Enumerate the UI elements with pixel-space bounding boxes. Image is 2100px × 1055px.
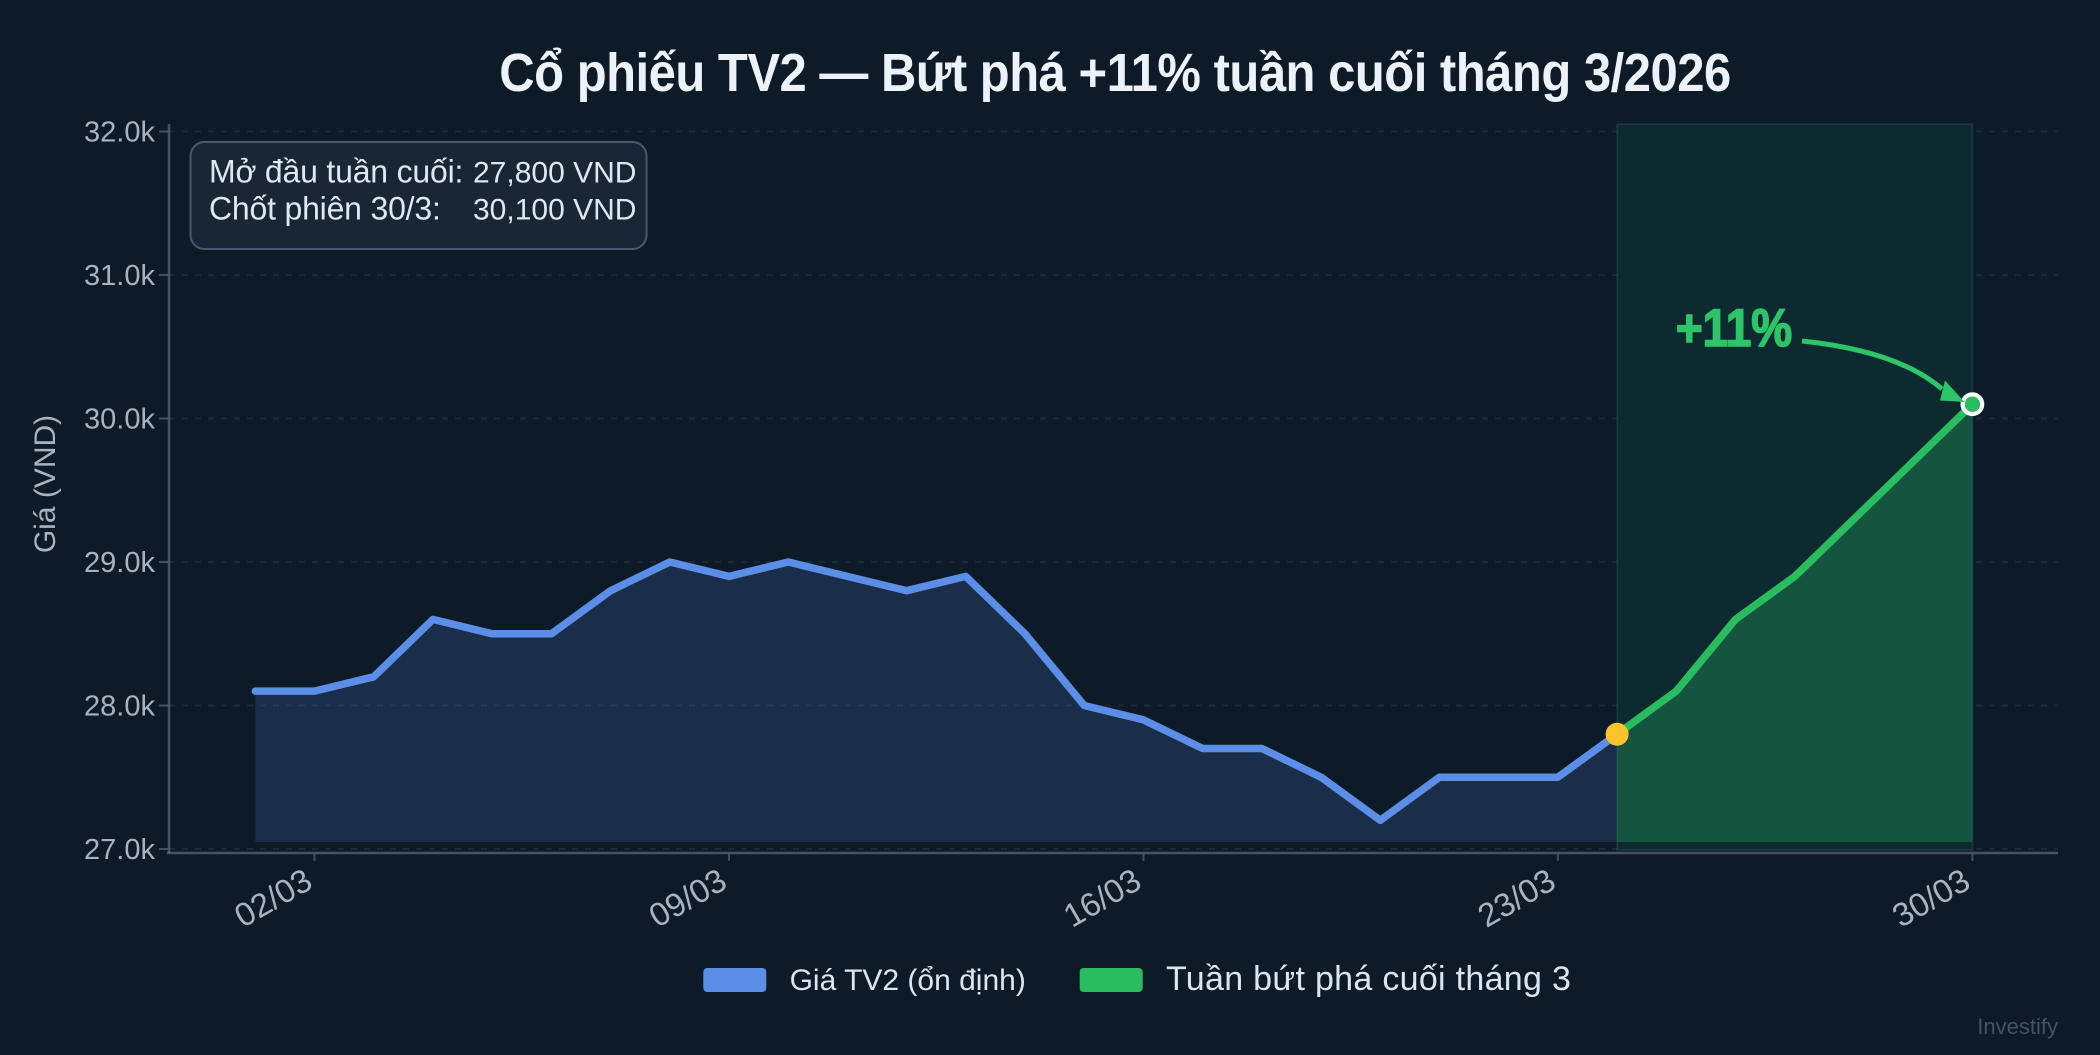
svg-text:27,800 VND: 27,800 VND [473, 157, 636, 190]
svg-text:Tuần bứt phá cuối tháng 3: Tuần bứt phá cuối tháng 3 [1166, 960, 1571, 998]
svg-text:Chốt phiên 30/3:: Chốt phiên 30/3: [209, 191, 441, 227]
svg-text:+11%: +11% [1676, 298, 1792, 358]
svg-text:28.0k: 28.0k [84, 691, 155, 723]
svg-text:Cổ phiếu TV2 — Bứt phá +11% tu: Cổ phiếu TV2 — Bứt phá +11% tuần cuối th… [499, 42, 1730, 103]
svg-text:Giá (VND): Giá (VND) [29, 415, 62, 553]
svg-text:Giá TV2 (ổn định): Giá TV2 (ổn định) [790, 964, 1026, 997]
svg-text:29.0k: 29.0k [84, 547, 155, 579]
svg-text:30,100 VND: 30,100 VND [473, 194, 636, 227]
svg-text:31.0k: 31.0k [84, 260, 155, 292]
svg-text:Investify: Investify [1977, 1014, 2058, 1039]
svg-text:27.0k: 27.0k [84, 834, 155, 866]
svg-text:32.0k: 32.0k [84, 117, 155, 149]
svg-text:30.0k: 30.0k [84, 404, 155, 436]
svg-text:Mở đầu tuần cuối:: Mở đầu tuần cuối: [209, 154, 463, 190]
